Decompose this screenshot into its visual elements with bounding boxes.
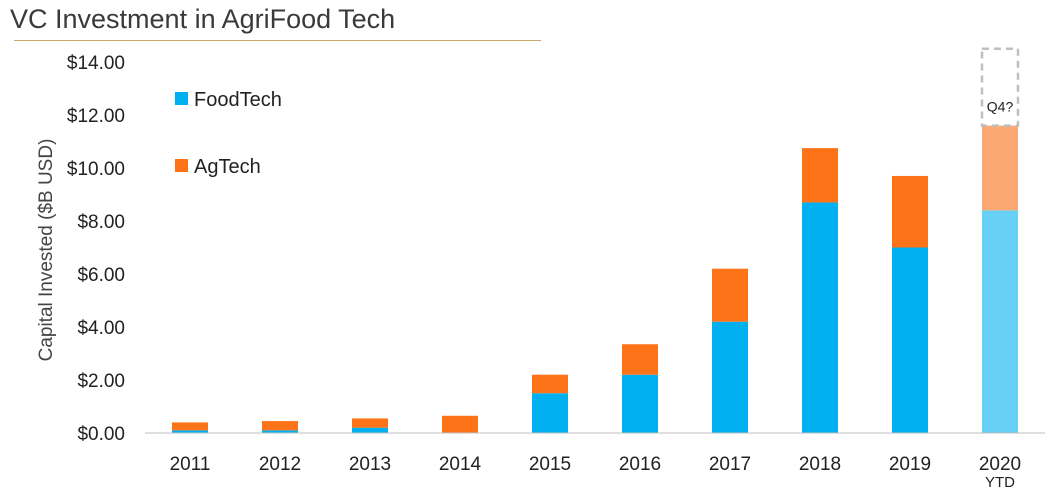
x-tick-label: 2012	[259, 454, 301, 475]
bar-agtech-2015	[532, 374, 568, 394]
y-tick-label: $8.00	[77, 212, 125, 233]
x-tick-label: 2020	[979, 454, 1021, 475]
legend-swatch-agtech	[175, 159, 188, 172]
x-tick-sublabel: YTD	[985, 474, 1015, 491]
legend-label-foodtech: FoodTech	[194, 89, 282, 111]
y-tick-label: $0.00	[77, 424, 125, 445]
bar-foodtech-2020	[982, 210, 1018, 433]
y-tick-label: $6.00	[77, 265, 125, 286]
bar-foodtech-2018	[802, 202, 838, 433]
legend-swatch-foodtech	[175, 92, 188, 105]
x-tick-label: 2016	[619, 454, 661, 475]
y-tick-label: $14.00	[67, 53, 125, 74]
bar-agtech-2012	[262, 421, 298, 431]
y-tick-label: $12.00	[67, 106, 125, 127]
title-underline	[14, 40, 541, 41]
x-tick-label: 2011	[170, 454, 211, 475]
x-axis-ticks: 2011 2012 2013 2014 2015 2016 2017 2018 2019 2020…	[170, 454, 1022, 491]
bar-agtech-2013	[352, 418, 388, 428]
y-tick-label: $2.00	[77, 371, 125, 392]
bar-foodtech-2013	[352, 427, 388, 433]
bar-foodtech-2017	[712, 321, 748, 433]
bar-agtech-2017	[712, 268, 748, 322]
x-tick-label: 2013	[349, 454, 391, 475]
annotation-text: Q4?	[987, 99, 1014, 115]
bar-agtech-2014	[442, 415, 478, 433]
bars	[172, 125, 1018, 433]
annotation: Q4?	[980, 47, 1020, 127]
bar-foodtech-2016	[622, 374, 658, 433]
x-tick-label: 2014	[439, 454, 482, 475]
bar-agtech-2019	[892, 175, 928, 248]
bar-foodtech-2015	[532, 393, 568, 433]
bar-foodtech-2011	[172, 430, 208, 433]
bar-agtech-2011	[172, 422, 208, 431]
x-tick-label: 2019	[889, 454, 931, 475]
y-axis-label: Capital Invested ($B USD)	[36, 139, 57, 362]
legend: FoodTech AgTech	[175, 89, 282, 178]
legend-label-agtech: AgTech	[194, 156, 261, 178]
y-tick-label: $10.00	[67, 159, 125, 180]
bar-agtech-2020	[982, 125, 1018, 211]
bar-agtech-2018	[802, 148, 838, 203]
projection-box	[980, 47, 1020, 127]
x-tick-label: 2018	[799, 454, 841, 475]
x-tick-label: 2015	[529, 454, 571, 475]
bar-foodtech-2019	[892, 247, 928, 433]
bar-foodtech-2012	[262, 430, 298, 433]
bar-agtech-2016	[622, 344, 658, 375]
y-tick-label: $4.00	[77, 318, 125, 339]
y-axis-ticks: $0.00 $2.00 $4.00 $6.00 $8.00 $10.00 $12.00 $14…	[67, 53, 125, 445]
chart-title: VC Investment in AgriFood Tech	[10, 4, 396, 34]
x-tick-label: 2017	[709, 454, 751, 475]
